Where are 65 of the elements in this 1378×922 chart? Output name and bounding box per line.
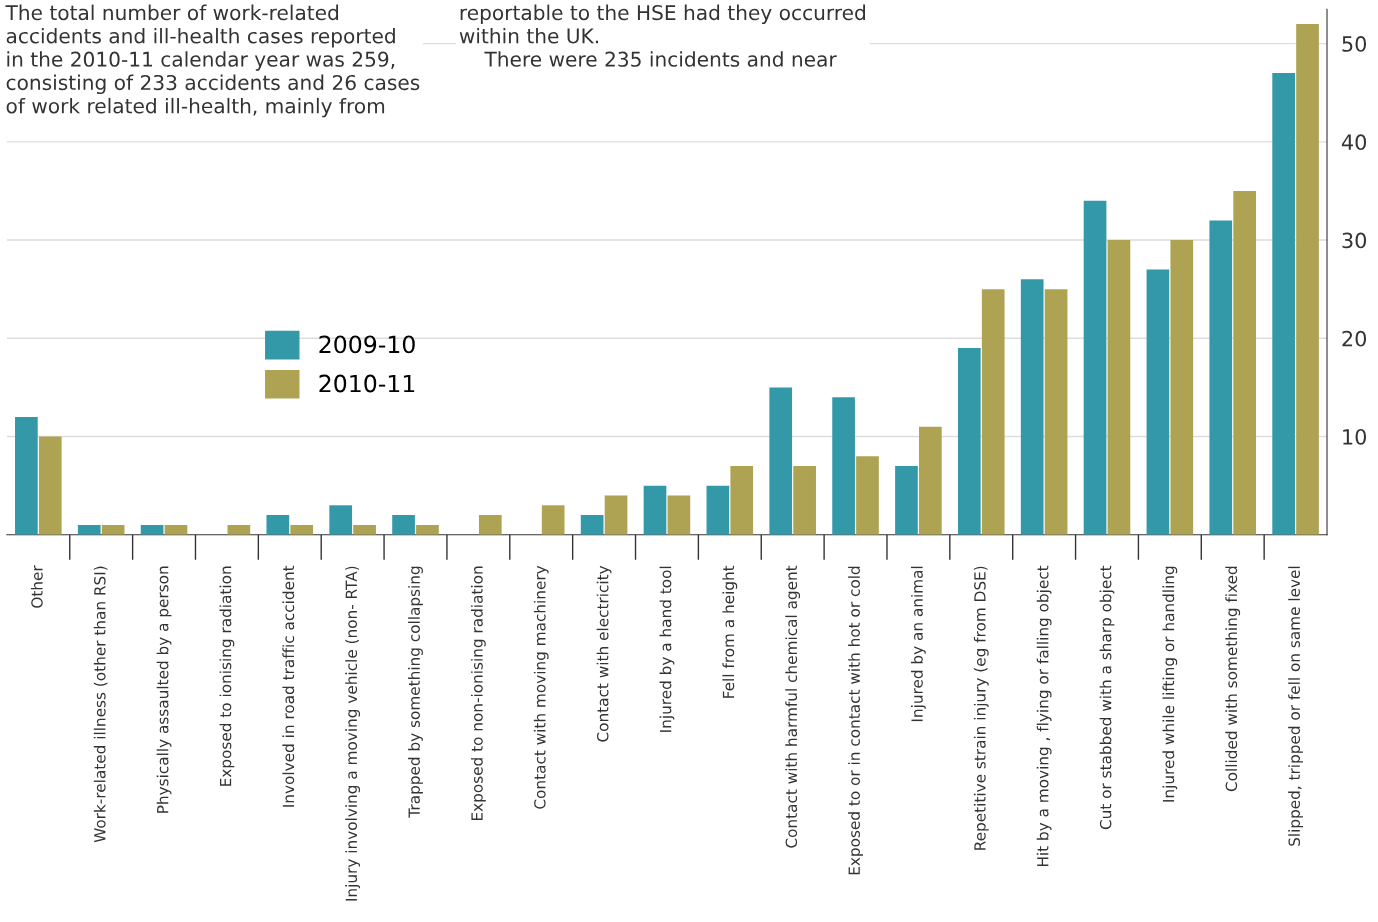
bar <box>1020 279 1044 535</box>
bar <box>895 466 918 535</box>
y-tick-label: 50 <box>1342 36 1367 52</box>
bar <box>957 348 981 535</box>
bar <box>478 515 502 535</box>
annotation: The total number of work-related accidents and ill-health cases reported in the 2010-11 calendar year was 259, consisting of 233 accidents and 26 cases of work related ill-health, mainly from <box>5 4 420 118</box>
bar <box>353 524 376 535</box>
bar <box>1083 200 1107 535</box>
bar <box>706 485 730 535</box>
bar <box>1146 269 1170 535</box>
legend-label: 2009-10 <box>319 335 415 354</box>
bar <box>643 485 667 535</box>
x-tick-label: Contact with harmful chemical agent <box>785 565 801 848</box>
bar <box>981 289 1005 535</box>
x-tick-label: Fell from a height <box>722 565 738 698</box>
y-tick-label: 10 <box>1343 428 1367 445</box>
bar <box>1272 73 1295 535</box>
x-tick-label: Injured while lifting or handling <box>1162 566 1178 802</box>
bar <box>919 426 942 535</box>
y-tick-label: 40 <box>1341 134 1367 151</box>
bar <box>541 505 565 535</box>
bar <box>1170 240 1194 535</box>
bar <box>667 495 691 535</box>
x-tick-label: Injured by a hand tool <box>659 566 675 732</box>
bar <box>1209 220 1233 535</box>
x-tick-label: Work-related illness (other than RSI) <box>93 566 108 843</box>
x-tick-label: Exposed to or in contact with hot or cold <box>848 566 863 875</box>
bar <box>856 456 879 535</box>
x-tick-label: Repetitive strain injury (eg from DSE) <box>973 566 989 850</box>
y-tick-label: 20 <box>1342 330 1367 347</box>
bar <box>730 466 754 535</box>
x-tick-label: Collided with something fixed <box>1225 566 1241 792</box>
bar <box>832 397 855 535</box>
x-tick-label: Injury involving a moving vehicle (non- RTA) <box>345 566 361 901</box>
annotation: reportable to the HSE had they occurred within the UK. There were 235 incidents and near <box>459 4 865 67</box>
x-tick-label: Slipped, tripped or fell on same level <box>1288 566 1303 846</box>
x-tick-label: Physically assaulted by a person <box>156 566 172 813</box>
bar <box>392 515 415 535</box>
bar <box>1044 289 1068 535</box>
x-tick-label: Involved in road traffic accident <box>282 565 295 807</box>
y-tick-label: 30 <box>1342 232 1367 249</box>
bar <box>580 515 604 535</box>
bar <box>1107 240 1131 535</box>
x-tick-label: Exposed to non-ionising radiation <box>470 566 486 821</box>
x-tick-label: Hit by a moving , flying or falling object <box>1036 565 1052 867</box>
x-tick-label: Trapped by something collapsing <box>408 566 423 818</box>
x-tick-label: Cut or stabbed with a sharp object <box>1099 565 1115 830</box>
bar <box>1296 23 1319 535</box>
bar <box>266 515 290 535</box>
x-tick-label: Exposed to ionising radiation <box>219 566 235 786</box>
x-tick-label: Contact with moving machinery <box>533 565 549 809</box>
bar <box>290 524 314 535</box>
bar <box>1233 190 1257 535</box>
bar <box>77 524 101 535</box>
bar <box>604 495 628 535</box>
bar <box>416 524 439 535</box>
bar <box>15 416 38 535</box>
legend-label: 2010-11 <box>319 374 415 393</box>
x-tick-label: Injured by an animal <box>911 566 926 722</box>
x-tick-label: Contact with electricity <box>596 565 612 742</box>
bar <box>769 387 793 535</box>
x-tick-label: Other <box>30 565 43 608</box>
bar <box>329 505 353 535</box>
bar <box>38 436 62 535</box>
bar <box>793 466 816 535</box>
